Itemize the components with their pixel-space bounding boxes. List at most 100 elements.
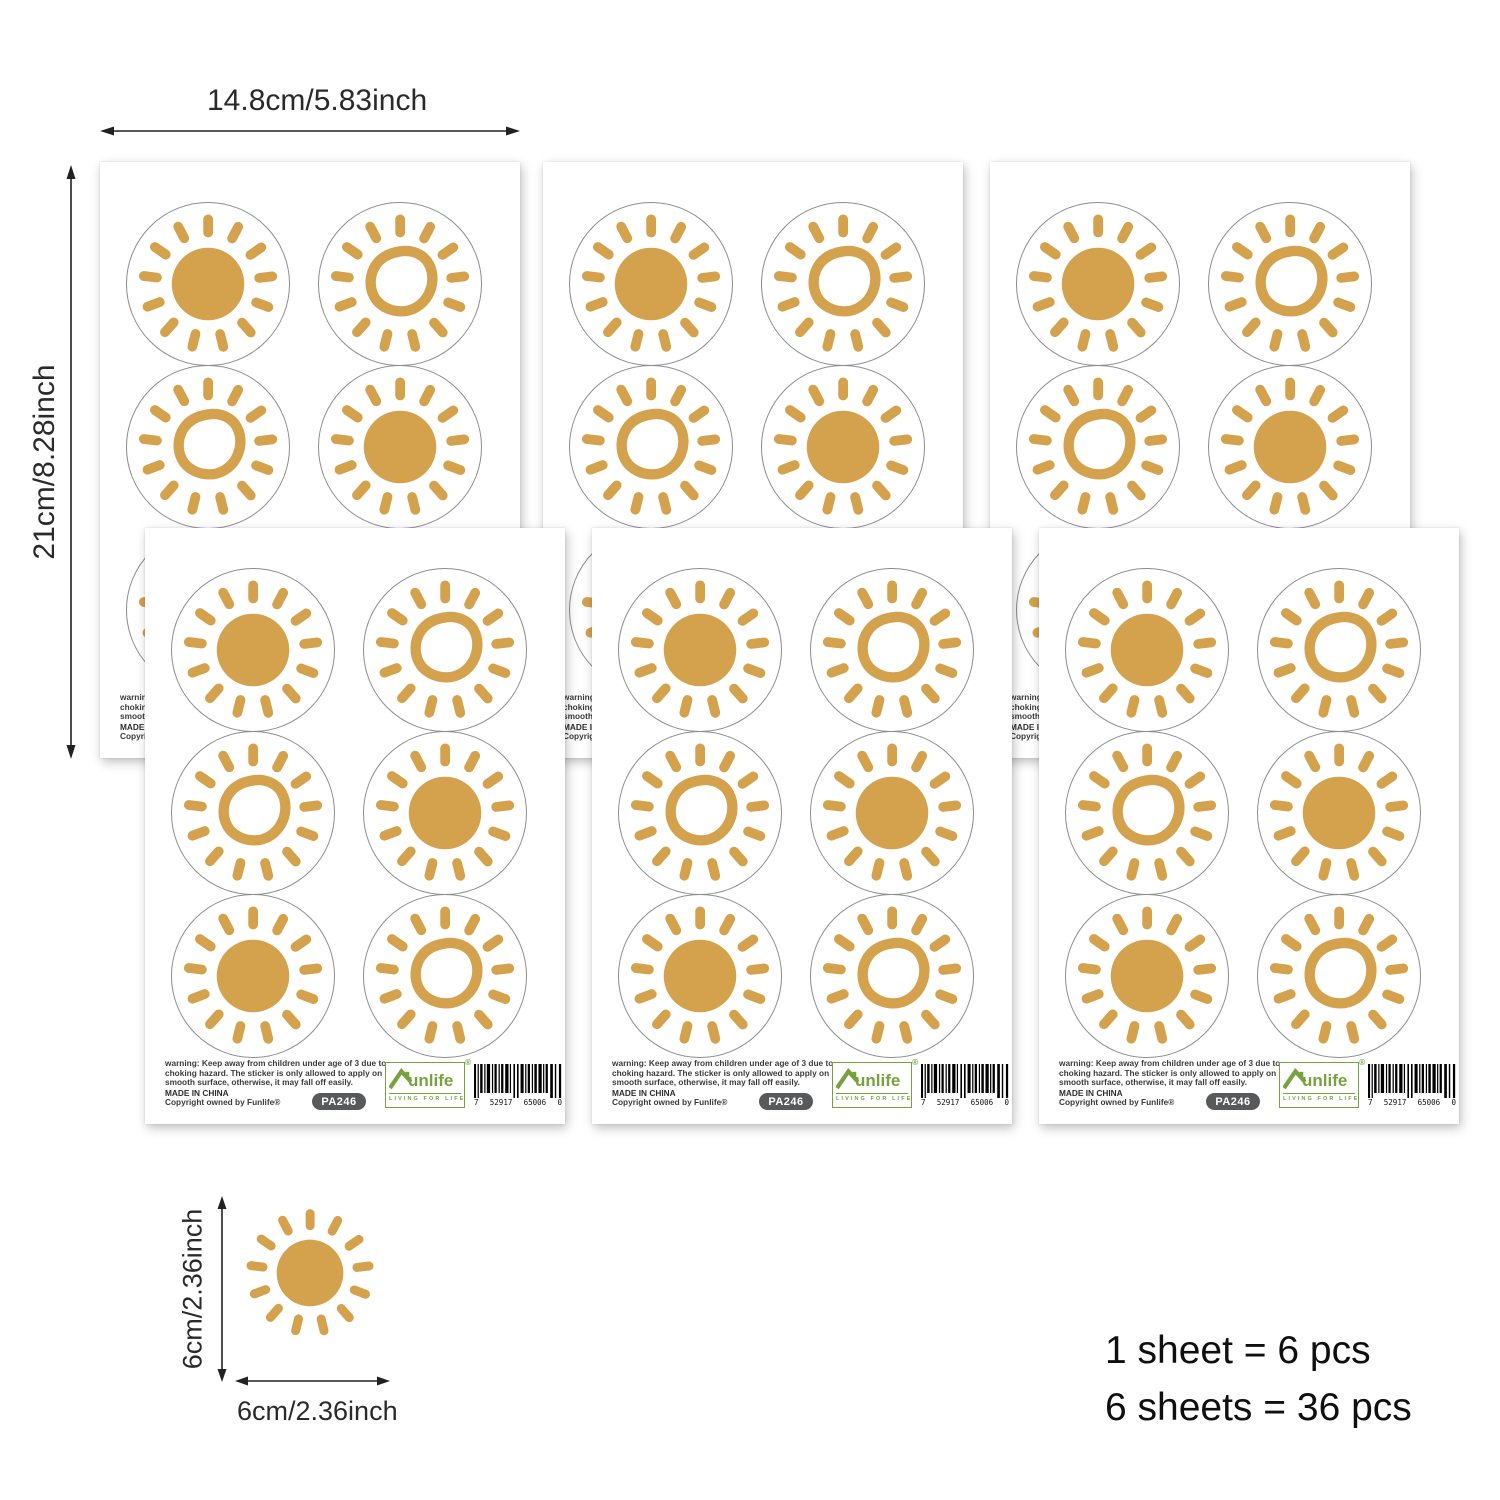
- sun-sticker: [810, 894, 974, 1058]
- barcode-digits: 7 52917 65006 0: [920, 1099, 1010, 1107]
- piece-count-line2: 6 sheets = 36 pcs: [1105, 1386, 1412, 1429]
- barcode: 7 52917 65006 0: [473, 1064, 563, 1110]
- barcode-digit-group: 7: [1368, 1098, 1373, 1107]
- sticker-sheet-front-2: warning: Keep away from children under a…: [592, 528, 1012, 1124]
- sun-sticker: [761, 365, 925, 529]
- sticker-sheet-front-3: warning: Keep away from children under a…: [1039, 528, 1459, 1124]
- barcode-digit-group: 65006: [523, 1098, 547, 1107]
- copyright-label: Copyright owned by Funlife®: [165, 1097, 281, 1108]
- piece-count-text: 1 sheet = 6 pcs 6 sheets = 36 pcs: [1105, 1322, 1412, 1436]
- brand-tagline: LIVING FOR LIFE: [1283, 1093, 1357, 1102]
- sun-sticker: [618, 568, 782, 732]
- barcode-digit-group: 65006: [1417, 1098, 1441, 1107]
- barcode-bars: [474, 1064, 562, 1098]
- warning-text-block: warning: Keep away from children under a…: [165, 1058, 387, 1108]
- barcode-bars: [1368, 1064, 1456, 1098]
- sun-sticker: [569, 365, 733, 529]
- sun-sticker: [1065, 731, 1229, 895]
- sun-sticker: [618, 731, 782, 895]
- sheet-width-label: 14.8cm/5.83inch: [207, 84, 428, 117]
- part-number-badge: PA246: [1206, 1093, 1260, 1110]
- warning-text-block: warning: Keep away from children under a…: [612, 1058, 834, 1108]
- sun-sticker: [318, 202, 482, 366]
- sun-sticker: [363, 731, 527, 895]
- sheet-height-arrow: [66, 165, 76, 759]
- sticker-height-label: 6cm/2.36inch: [177, 1208, 208, 1370]
- sun-sticker: [318, 365, 482, 529]
- brand-wordmark: unlife: [1302, 1071, 1348, 1090]
- made-in-label: MADE IN CHINA: [165, 1087, 229, 1098]
- sun-sticker: [1208, 202, 1372, 366]
- brand-wordmark: unlife: [408, 1071, 454, 1090]
- sun-sticker: [126, 202, 290, 366]
- sun-sticker: [1065, 568, 1229, 732]
- sheet-height-label: 21cm/8.28inch: [28, 364, 61, 560]
- barcode-digit-group: 7: [474, 1098, 479, 1107]
- sun-sticker: [363, 568, 527, 732]
- sun-sticker: [171, 894, 335, 1058]
- sun-sticker: [1016, 202, 1180, 366]
- roof-icon: [389, 1068, 412, 1090]
- barcode: 7 52917 65006 0: [1367, 1064, 1457, 1110]
- sticker-grid: [171, 568, 527, 1058]
- sun-sticker: [363, 894, 527, 1058]
- copyright-label: Copyright owned by Funlife®: [612, 1097, 728, 1108]
- registered-mark: ®: [1359, 1058, 1365, 1067]
- warning-text: warning: Keep away from children under a…: [612, 1058, 834, 1088]
- sticker-grid: [1065, 568, 1421, 1058]
- single-sun-sticker: [242, 1205, 378, 1341]
- sun-sticker: [618, 894, 782, 1058]
- sticker-sheet: warning: Keep away from children under a…: [1039, 528, 1459, 1124]
- sticker-sheet: warning: Keep away from children under a…: [592, 528, 1012, 1124]
- funlife-logo: ® unlife LIVING FOR LIFE: [385, 1058, 471, 1108]
- warning-text: warning: Keep away from children under a…: [165, 1058, 387, 1088]
- sun-sticker: [569, 202, 733, 366]
- barcode-bars: [921, 1064, 1009, 1098]
- warning-text-block: warning: Keep away from children under a…: [1059, 1058, 1281, 1108]
- logo-wordmark-row: unlife: [389, 1065, 461, 1091]
- made-in-label: MADE IN CHINA: [1059, 1087, 1123, 1098]
- barcode-digit-group: 0: [557, 1098, 562, 1107]
- sun-sticker: [1257, 894, 1421, 1058]
- sun-sticker: [126, 365, 290, 529]
- barcode-digit-group: 52917: [936, 1098, 960, 1107]
- sun-sticker: [1208, 365, 1372, 529]
- barcode-digit-group: 0: [1004, 1098, 1009, 1107]
- sun-sticker: [1065, 894, 1229, 1058]
- brand-tagline: LIVING FOR LIFE: [389, 1093, 463, 1102]
- funlife-logo: ® unlife LIVING FOR LIFE: [832, 1058, 918, 1108]
- sun-sticker: [1257, 731, 1421, 895]
- logo-wordmark-row: unlife: [836, 1065, 908, 1091]
- sun-sticker: [1257, 568, 1421, 732]
- funlife-logo: ® unlife LIVING FOR LIFE: [1279, 1058, 1365, 1108]
- roof-icon: [1283, 1068, 1306, 1090]
- sticker-height-arrow: [217, 1196, 227, 1382]
- sun-sticker: [171, 731, 335, 895]
- registered-mark: ®: [465, 1058, 471, 1067]
- sun-sticker: [810, 731, 974, 895]
- barcode-digit-group: 65006: [970, 1098, 994, 1107]
- sun-sticker: [761, 202, 925, 366]
- barcode-digits: 7 52917 65006 0: [473, 1099, 563, 1107]
- brand-wordmark: unlife: [855, 1071, 901, 1090]
- sun-sticker: [171, 568, 335, 732]
- made-in-label: MADE IN CHINA: [612, 1087, 676, 1098]
- part-number-badge: PA246: [312, 1093, 366, 1110]
- sticker-width-label: 6cm/2.36inch: [237, 1396, 398, 1426]
- sticker-grid: [618, 568, 974, 1058]
- piece-count-line1: 1 sheet = 6 pcs: [1105, 1329, 1371, 1372]
- registered-mark: ®: [912, 1058, 918, 1067]
- sun-sticker: [810, 568, 974, 732]
- sticker-sheet-front-1: warning: Keep away from children under a…: [145, 528, 565, 1124]
- sticker-sheet: warning: Keep away from children under a…: [145, 528, 565, 1124]
- sun-sticker: [1016, 365, 1180, 529]
- sheet-width-arrow: [100, 126, 520, 136]
- logo-wordmark-row: unlife: [1283, 1065, 1355, 1091]
- barcode-digit-group: 52917: [489, 1098, 513, 1107]
- barcode-digit-group: 0: [1451, 1098, 1456, 1107]
- barcode: 7 52917 65006 0: [920, 1064, 1010, 1110]
- sticker-width-arrow: [235, 1376, 390, 1386]
- barcode-digits: 7 52917 65006 0: [1367, 1099, 1457, 1107]
- roof-icon: [836, 1068, 859, 1090]
- barcode-digit-group: 7: [921, 1098, 926, 1107]
